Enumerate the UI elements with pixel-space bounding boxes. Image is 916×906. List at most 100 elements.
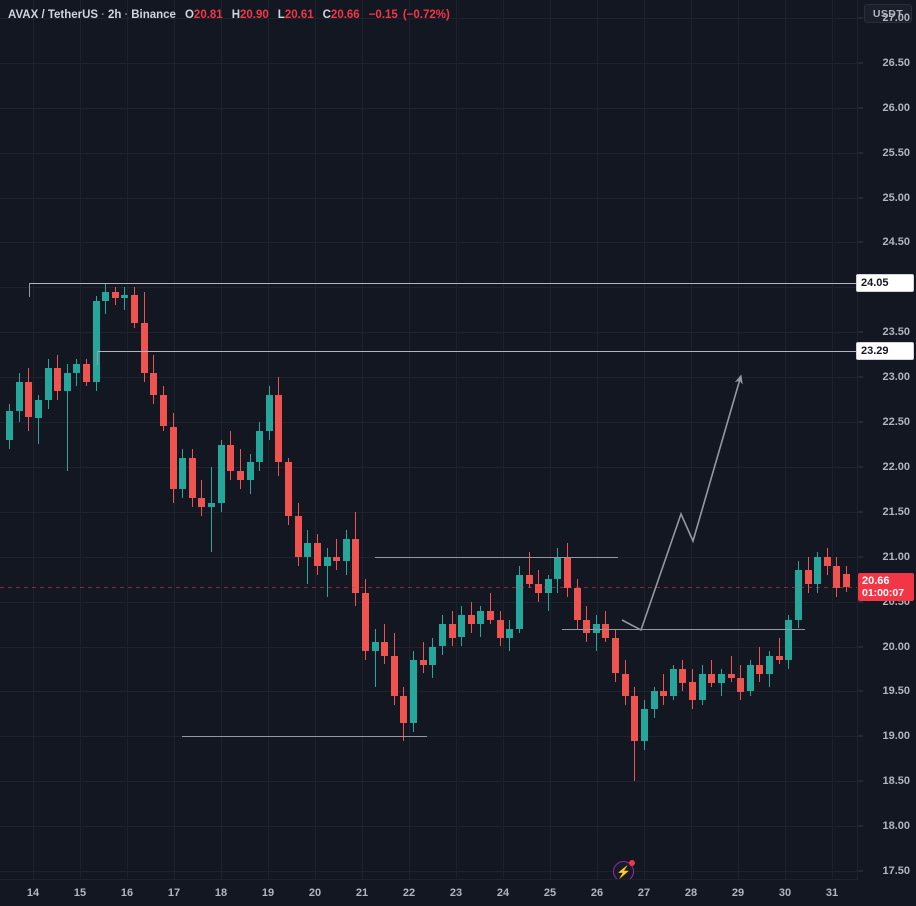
level-line-23-29[interactable] bbox=[97, 351, 858, 353]
exchange-label[interactable]: Binance bbox=[131, 9, 176, 21]
candle-body bbox=[198, 498, 206, 508]
time-tick-label: 26 bbox=[590, 887, 604, 899]
event-lightning-icon[interactable]: ⚡ bbox=[613, 860, 635, 882]
candle-body bbox=[217, 444, 225, 503]
candle-wick bbox=[663, 673, 665, 705]
grid-line-vertical bbox=[785, 0, 786, 880]
level-line-24-05-handle[interactable] bbox=[29, 282, 30, 297]
candle-body bbox=[429, 646, 437, 665]
current-price-tag[interactable]: 20.66 01:00:07 bbox=[858, 573, 914, 602]
resistance-line-21-00[interactable] bbox=[375, 556, 618, 558]
candle-body bbox=[496, 619, 504, 638]
candle-body bbox=[256, 431, 264, 463]
candle-body bbox=[419, 660, 427, 665]
time-scale[interactable]: 14 15 16 17 18 19 20 21 22 23 24 25 26 27 28 29 30 31 bbox=[0, 879, 858, 906]
price-tick-mark bbox=[858, 152, 863, 154]
candle-body bbox=[785, 619, 793, 660]
candle-body bbox=[246, 462, 254, 481]
price-tick-label: 25.00 bbox=[882, 191, 910, 204]
grid-line-vertical bbox=[550, 0, 551, 880]
candle-body bbox=[34, 399, 42, 418]
candle-body bbox=[679, 669, 687, 683]
candle-body bbox=[111, 291, 119, 299]
candle-body bbox=[775, 655, 783, 660]
symbol-label[interactable]: AVAX / TetherUS bbox=[8, 9, 99, 21]
candle-body bbox=[131, 294, 139, 324]
price-tick-mark bbox=[858, 331, 863, 333]
candle-wick bbox=[759, 646, 761, 683]
time-tick-label: 27 bbox=[637, 887, 651, 899]
candle-body bbox=[669, 669, 677, 696]
candle-body bbox=[631, 695, 639, 741]
candle-body bbox=[698, 673, 706, 701]
candle-body bbox=[842, 573, 850, 588]
time-tick-label: 18 bbox=[214, 887, 228, 899]
time-tick-label: 28 bbox=[684, 887, 698, 899]
grid-line-vertical bbox=[832, 0, 833, 880]
price-tick-label: 26.50 bbox=[882, 56, 910, 69]
candle-body bbox=[573, 588, 581, 620]
low-label: L bbox=[277, 9, 285, 21]
change-value: −0.15 bbox=[368, 9, 398, 21]
candle-body bbox=[727, 673, 735, 678]
candle-body bbox=[438, 624, 446, 647]
price-tick-mark bbox=[858, 601, 863, 603]
candle-body bbox=[602, 624, 610, 638]
candle-body bbox=[823, 556, 831, 566]
candle-body bbox=[410, 660, 417, 723]
candle-body bbox=[6, 411, 13, 440]
grid-line-horizontal bbox=[0, 62, 858, 64]
candle-wick bbox=[239, 449, 241, 490]
price-tick-label: 21.00 bbox=[882, 550, 910, 563]
candle-body bbox=[458, 615, 466, 638]
time-tick-label: 31 bbox=[825, 887, 839, 899]
candle-body bbox=[390, 655, 398, 696]
grid-line-vertical bbox=[127, 0, 128, 880]
price-tick-label: 27.00 bbox=[882, 12, 910, 24]
support-line-20-20[interactable] bbox=[562, 628, 805, 630]
time-tick-label: 25 bbox=[543, 887, 557, 899]
level-tag-23-29[interactable]: 23.29 bbox=[856, 342, 914, 361]
support-line-19-00[interactable] bbox=[182, 736, 427, 738]
grid-line-horizontal bbox=[0, 691, 858, 693]
interval-label[interactable]: 2h bbox=[107, 9, 122, 21]
grid-line-horizontal bbox=[0, 736, 858, 738]
time-tick-label: 23 bbox=[449, 887, 463, 899]
change-percent: (−0.72%) bbox=[402, 9, 450, 21]
price-tick-label: 23.50 bbox=[882, 326, 910, 339]
price-tick-label: 20.00 bbox=[882, 640, 910, 653]
candle-body bbox=[766, 655, 773, 674]
time-tick-label: 14 bbox=[26, 887, 40, 899]
candle-body bbox=[208, 502, 215, 508]
time-tick-label: 16 bbox=[120, 887, 134, 899]
close-value: 20.66 bbox=[330, 9, 360, 21]
grid-line-horizontal bbox=[0, 826, 858, 828]
price-scale[interactable]: USDT 27.0026.5026.0025.5025.0024.5024.00… bbox=[856, 0, 916, 880]
open-label: O bbox=[184, 9, 194, 21]
current-price-line bbox=[0, 587, 858, 589]
currency-badge[interactable]: USDT bbox=[864, 4, 912, 23]
candle-body bbox=[92, 300, 100, 382]
level-line-24-05[interactable] bbox=[29, 282, 858, 284]
price-tick-label: 19.50 bbox=[882, 685, 910, 698]
candle-body bbox=[25, 381, 33, 418]
candle-body bbox=[323, 556, 331, 566]
level-line-23-29-handle[interactable] bbox=[97, 351, 98, 366]
candle-body bbox=[333, 556, 341, 562]
candle-body bbox=[583, 619, 591, 634]
candle-body bbox=[708, 673, 716, 683]
candle-body bbox=[179, 458, 187, 490]
grid-line-horizontal bbox=[0, 871, 858, 872]
open-value: 20.81 bbox=[193, 9, 223, 21]
candle-body bbox=[506, 628, 514, 638]
grid-line-vertical bbox=[80, 0, 81, 880]
grid-line-horizontal bbox=[0, 511, 858, 513]
price-tick-mark bbox=[858, 690, 863, 692]
candle-body bbox=[650, 691, 658, 710]
candle-body bbox=[140, 323, 148, 373]
level-tag-24-05[interactable]: 24.05 bbox=[856, 273, 914, 292]
price-tick-label: 26.00 bbox=[882, 101, 910, 114]
price-tick-mark bbox=[858, 780, 863, 782]
